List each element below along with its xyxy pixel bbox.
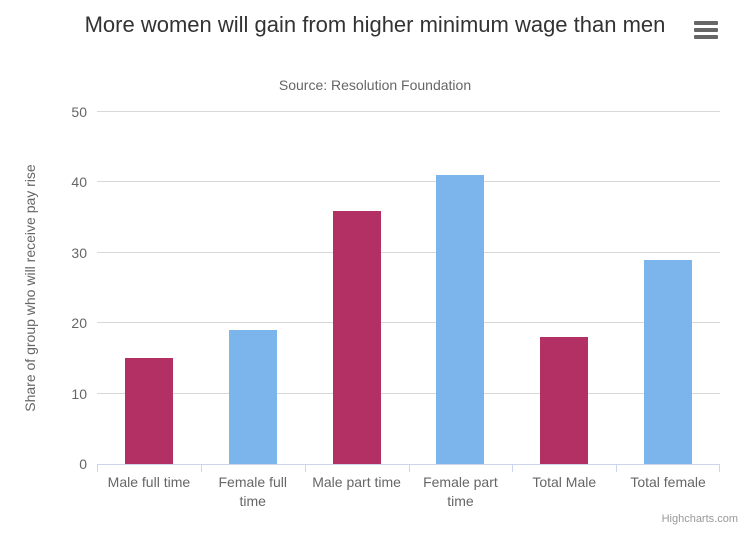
gridline-10 [97,392,720,394]
plot-area [97,111,720,472]
x-axis-tick [304,464,306,472]
y-tick-label-20: 20 [71,315,87,332]
x-category-label-female-full-time: Female full time [218,474,287,509]
chart-subtitle: Source: Resolution Foundation [278,77,472,93]
y-tick-label-30: 30 [71,244,87,261]
x-axis-tick [408,464,410,472]
bar-male-full-time[interactable] [124,358,173,464]
x-axis-tick [616,464,618,472]
x-category-label-male-full-time: Male full time [107,474,191,490]
x-axis-tick [512,464,514,472]
chart-context-menu-button[interactable] [691,18,721,44]
gridline-30 [97,251,720,253]
bar-total-female[interactable] [644,259,693,464]
x-category-label-female-part-time: Female part time [423,474,498,509]
chart-title: More women will gain from higher minimum… [84,12,666,37]
bar-total-male[interactable] [540,337,589,464]
y-tick-label-50: 50 [71,104,87,120]
bar-male-part-time[interactable] [332,210,381,464]
x-axis-tick [719,464,720,472]
bar-female-part-time[interactable] [436,175,485,464]
x-axis-tick [97,464,98,472]
x-category-label-total-male: Total Male [532,474,597,490]
bar-female-full-time[interactable] [228,330,277,464]
y-axis-labels: 0 10 20 30 40 50 [39,104,87,472]
y-tick-label-10: 10 [71,385,87,402]
y-axis-title: Share of group who will receive pay rise [22,164,38,412]
x-category-label-male-part-time: Male part time [312,474,401,490]
hamburger-menu-icon [694,21,718,39]
credits-link[interactable]: Highcharts.com [661,513,738,525]
gridline-50 [97,111,720,112]
x-category-label-total-female: Total female [630,474,706,490]
y-tick-label-0: 0 [79,456,87,472]
gridline-40 [97,181,720,183]
gridline-20 [97,322,720,324]
x-axis-tick [200,464,202,472]
y-tick-label-40: 40 [71,174,87,191]
